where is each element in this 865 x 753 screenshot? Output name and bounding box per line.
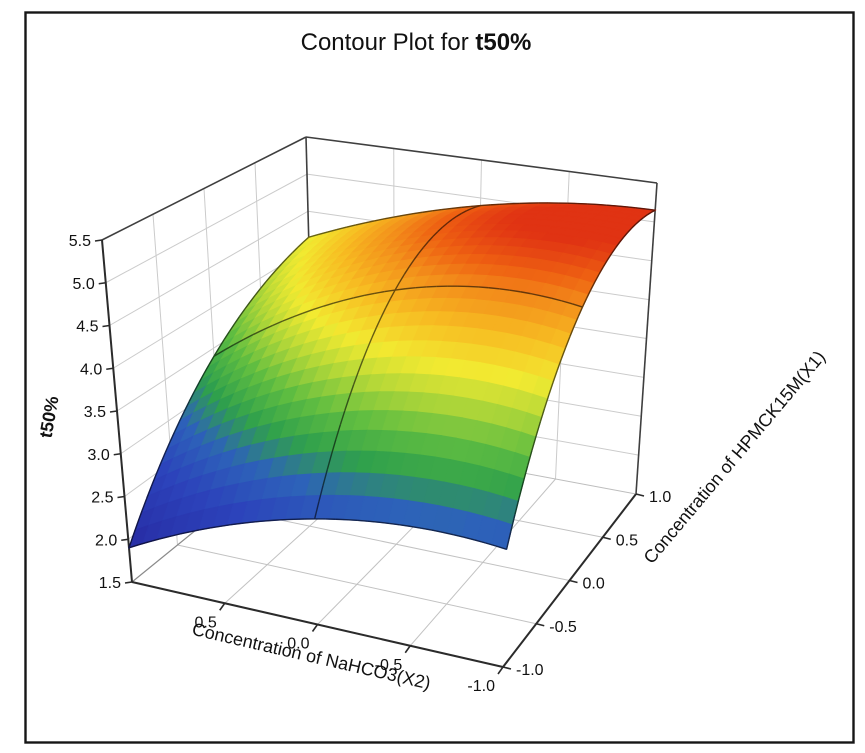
z-tick-label: 3.0 xyxy=(88,447,110,464)
x1-tick-label: -0.5 xyxy=(549,619,577,636)
z-tick-label: 5.5 xyxy=(69,233,91,250)
z-tick-label: 4.0 xyxy=(80,361,102,378)
z-tick-label: 1.5 xyxy=(99,575,121,592)
chart-title: Contour Plot for t50% xyxy=(301,29,532,56)
z-tick-label: 3.5 xyxy=(84,404,106,421)
z-tick-label: 2.5 xyxy=(91,490,113,507)
z-tick-label: 2.0 xyxy=(95,532,117,549)
z-tick-label: 4.5 xyxy=(76,319,98,336)
x1-tick-label: 1.0 xyxy=(649,489,671,506)
x2-tick-label: -1.0 xyxy=(467,678,495,695)
x1-tick-label: 0.0 xyxy=(583,576,605,593)
x1-tick-label: -1.0 xyxy=(516,662,544,679)
chart-title-emphasis: t50% xyxy=(475,29,531,56)
z-tick-label: 5.0 xyxy=(73,276,95,293)
chart-title-prefix: Contour Plot for xyxy=(301,29,476,56)
x1-tick-label: 0.5 xyxy=(616,532,638,549)
